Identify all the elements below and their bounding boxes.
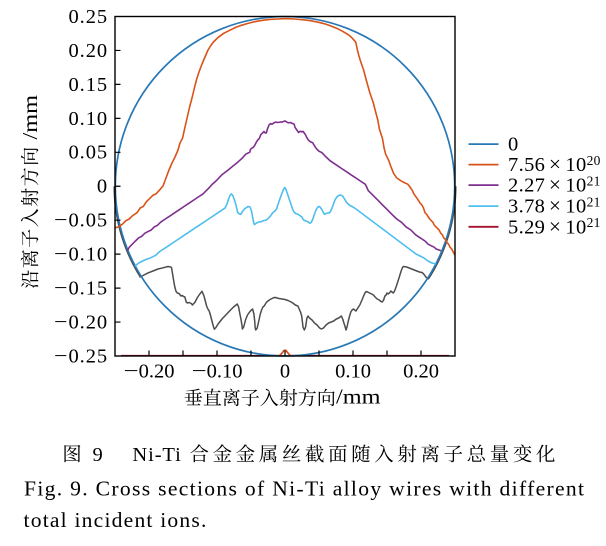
svg-text:0: 0 bbox=[508, 134, 518, 156]
svg-text:−0.15: −0.15 bbox=[54, 278, 108, 300]
svg-text:−0.25: −0.25 bbox=[54, 345, 108, 367]
svg-text:−0.20: −0.20 bbox=[54, 311, 108, 333]
svg-text:3.78×1021: 3.78 × 1021 bbox=[508, 194, 601, 218]
svg-text:9: 9 bbox=[93, 444, 103, 466]
svg-text:0: 0 bbox=[280, 361, 290, 383]
svg-text:7.56×1020: 7.56 × 1020 bbox=[508, 152, 601, 176]
svg-text:2.27×1021: 2.27 × 1021 bbox=[508, 173, 601, 197]
svg-text:Fig. 9. Cross sections of Ni-T: Fig. 9. Cross sections of Ni-Ti alloy wi… bbox=[24, 477, 584, 501]
svg-text:0.25: 0.25 bbox=[69, 6, 108, 28]
svg-text:Ni-Ti: Ni-Ti bbox=[132, 444, 181, 466]
svg-text:−0.10: −0.10 bbox=[54, 244, 108, 266]
svg-text:total incident ions.: total incident ions. bbox=[24, 508, 208, 532]
svg-text:0: 0 bbox=[97, 176, 108, 198]
svg-text:0.15: 0.15 bbox=[69, 74, 108, 96]
svg-text:−0.10: −0.10 bbox=[192, 361, 243, 383]
svg-text:−0.20: −0.20 bbox=[124, 361, 175, 383]
svg-text:0.10: 0.10 bbox=[335, 361, 371, 383]
svg-text:/mm: /mm bbox=[336, 385, 381, 409]
svg-text:5.29×1021: 5.29 × 1021 bbox=[508, 214, 601, 238]
svg-text:−0.05: −0.05 bbox=[54, 210, 108, 232]
svg-text:0.20: 0.20 bbox=[69, 40, 108, 62]
svg-text:0.05: 0.05 bbox=[69, 142, 108, 164]
svg-text:0.10: 0.10 bbox=[69, 108, 108, 130]
svg-text:/mm: /mm bbox=[18, 95, 42, 140]
svg-text:0.20: 0.20 bbox=[403, 361, 439, 383]
